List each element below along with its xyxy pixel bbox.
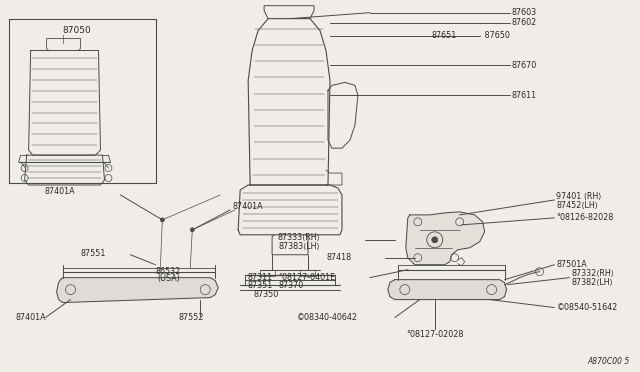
Text: 87333⟨RH⟩: 87333⟨RH⟩ — [277, 233, 320, 242]
Text: 87501A: 87501A — [557, 260, 588, 269]
Text: °08126-82028: °08126-82028 — [557, 214, 614, 222]
Text: 87603: 87603 — [511, 8, 537, 17]
Text: °08127-02028: °08127-02028 — [406, 330, 463, 339]
Bar — [300, 270, 315, 276]
Text: 87370: 87370 — [278, 281, 303, 290]
Polygon shape — [388, 280, 507, 299]
Text: 87401A: 87401A — [232, 202, 263, 211]
Text: A870C00 5: A870C00 5 — [587, 357, 629, 366]
Text: 87418: 87418 — [327, 253, 352, 262]
Text: 87311: 87311 — [247, 273, 272, 282]
Text: 87611: 87611 — [511, 91, 537, 100]
Text: 87332⟨RH⟩: 87332⟨RH⟩ — [572, 269, 614, 278]
Text: 87651: 87651 — [432, 31, 457, 40]
Circle shape — [190, 228, 195, 232]
Text: 87650: 87650 — [482, 31, 509, 40]
Circle shape — [161, 218, 164, 222]
Bar — [260, 270, 275, 276]
Text: 97401 ⟨RH⟩: 97401 ⟨RH⟩ — [557, 192, 602, 201]
Bar — [9, 19, 156, 183]
Text: 87382⟨LH⟩: 87382⟨LH⟩ — [572, 278, 613, 287]
Text: ©08340-40642: ©08340-40642 — [297, 313, 358, 322]
Text: 87350: 87350 — [253, 290, 278, 299]
Text: 87383⟨LH⟩: 87383⟨LH⟩ — [278, 242, 320, 251]
Text: 86532: 86532 — [156, 267, 181, 276]
Polygon shape — [56, 278, 218, 302]
Polygon shape — [406, 212, 484, 265]
Text: °08127-0401E: °08127-0401E — [278, 273, 335, 282]
Text: 87551: 87551 — [80, 249, 106, 258]
Text: (USA): (USA) — [157, 274, 180, 283]
Text: 87401A: 87401A — [45, 187, 76, 196]
Text: 87401A: 87401A — [15, 313, 46, 322]
Text: 87050: 87050 — [63, 26, 92, 35]
Text: 87670: 87670 — [511, 61, 537, 70]
Circle shape — [432, 237, 438, 243]
Text: ©08540-51642: ©08540-51642 — [557, 303, 618, 312]
Text: 87552: 87552 — [179, 313, 204, 322]
Text: 87351: 87351 — [247, 281, 273, 290]
Text: 87452⟨LH⟩: 87452⟨LH⟩ — [557, 201, 598, 211]
Text: 87602: 87602 — [511, 18, 537, 27]
